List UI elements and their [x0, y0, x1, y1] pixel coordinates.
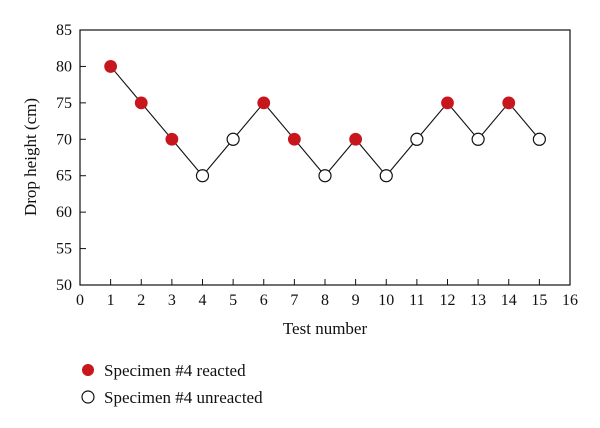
legend-marker-unreacted	[81, 390, 95, 404]
y-tick-label: 75	[56, 95, 72, 112]
x-tick-label: 12	[440, 292, 456, 309]
x-axis-title: Test number	[283, 319, 368, 338]
unreacted-point	[318, 169, 332, 183]
y-tick-label: 80	[56, 58, 72, 75]
x-tick-label: 16	[562, 292, 578, 309]
x-tick-label: 14	[501, 292, 517, 309]
reacted-point	[287, 132, 301, 146]
legend-label-unreacted: Specimen #4 unreacted	[104, 388, 263, 407]
legend-label-reacted: Specimen #4 reacted	[104, 361, 246, 380]
y-tick-label: 85	[56, 22, 72, 39]
legend-marker-reacted	[82, 364, 94, 376]
reacted-point	[104, 60, 118, 73]
reacted-point	[441, 96, 454, 110]
connecting-line	[110, 66, 540, 177]
y-axis-title: Drop height (cm)	[21, 98, 40, 216]
y-tick-label: 70	[56, 131, 72, 148]
x-tick-label: 1	[107, 292, 115, 309]
x-tick-label: 0	[76, 292, 84, 309]
reacted-point	[165, 132, 179, 146]
unreacted-point	[195, 169, 210, 183]
x-tick-label: 6	[260, 292, 268, 309]
x-tick-label: 7	[290, 292, 298, 309]
x-tick-label: 8	[321, 292, 329, 309]
x-tick-label: 2	[137, 292, 145, 309]
plot-frame	[79, 29, 571, 286]
x-tick-label: 10	[378, 292, 394, 309]
x-tick-label: 9	[352, 292, 360, 309]
data-points	[104, 60, 546, 183]
reacted-point	[257, 96, 271, 110]
x-tick-label: 4	[199, 292, 207, 309]
reacted-point	[502, 96, 516, 110]
x-tick-label: 3	[168, 292, 176, 309]
x-tick-label: 13	[470, 292, 486, 309]
unreacted-point	[410, 132, 424, 146]
unreacted-point	[226, 132, 240, 146]
y-tick-label: 60	[56, 204, 72, 221]
reacted-point	[134, 96, 148, 110]
unreacted-point	[532, 132, 546, 146]
unreacted-point	[379, 169, 393, 183]
x-tick-label: 11	[409, 292, 424, 309]
y-tick-label: 65	[56, 168, 72, 185]
x-tick-label: 15	[531, 292, 547, 309]
x-tick-label: 5	[229, 292, 237, 309]
unreacted-point	[471, 132, 485, 146]
y-tick-label: 50	[56, 277, 72, 294]
legend: Specimen #4 reacted Specimen #4 unreacte…	[81, 361, 263, 407]
y-tick-label: 55	[56, 241, 72, 258]
reacted-point	[349, 132, 363, 146]
